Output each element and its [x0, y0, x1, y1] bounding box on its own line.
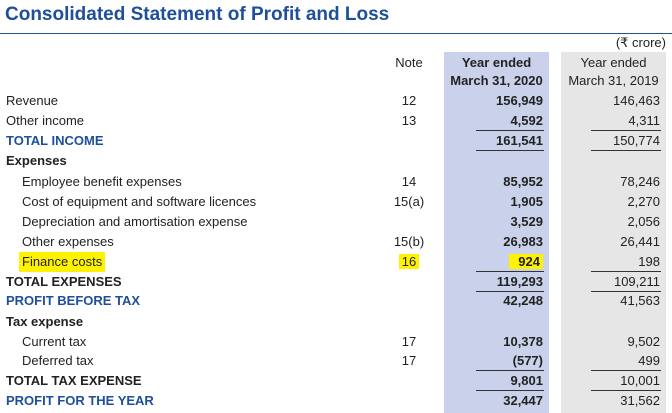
row-label: Deferred tax: [22, 353, 94, 368]
row-label: Other income: [6, 113, 85, 128]
row-value-2020: 4,592: [510, 113, 543, 128]
col2019-header-line1: Year ended: [580, 55, 647, 70]
row-value-2020-highlighted: 924: [447, 252, 543, 272]
row-label: TOTAL EXPENSES: [6, 274, 122, 289]
table-row-deferred-tax: Deferred tax 17 (577) 499: [0, 351, 672, 371]
row-label: Revenue: [6, 93, 59, 108]
row-label: Other expenses: [22, 234, 114, 249]
row-note: 15(a): [393, 194, 425, 209]
row-value-2020: (577): [512, 353, 543, 368]
subtotal-rule-2019: [591, 370, 661, 371]
subtotal-rule-2019: [591, 271, 661, 272]
row-value-2019: 499: [638, 353, 660, 368]
row-value-2019: 31,562: [620, 393, 660, 408]
row-label: PROFIT BEFORE TAX: [6, 293, 141, 308]
row-value-2019: 41,563: [620, 293, 660, 308]
row-value-2019: 4,311: [628, 113, 660, 128]
subtotal-rule-2020: [476, 271, 544, 272]
row-label: TOTAL INCOME: [6, 133, 104, 148]
title-rule: [0, 33, 672, 34]
table-row-cost-of-equipment: Cost of equipment and software licences …: [0, 192, 672, 212]
page-title: Consolidated Statement of Profit and Los…: [5, 4, 390, 25]
row-value-2019: 9,502: [627, 334, 660, 349]
table-row-profit-for-the-year: PROFIT FOR THE YEAR 32,447 31,562: [0, 391, 672, 411]
row-note: 14: [401, 174, 417, 189]
table-row-finance-costs: Finance costs 16 924 198: [0, 252, 672, 272]
row-label: Current tax: [22, 334, 87, 349]
row-value-2020: 10,378: [503, 334, 543, 349]
row-value-2020: 9,801: [510, 373, 543, 388]
table-row-expenses-heading: Expenses: [0, 151, 672, 171]
row-value-2020: 156,949: [496, 93, 543, 108]
row-label: Employee benefit expenses: [22, 174, 182, 189]
table-row-tax-expense-heading: Tax expense: [0, 312, 672, 332]
row-value-2020: 161,541: [496, 133, 543, 148]
row-value-2019: 109,211: [613, 274, 660, 289]
row-note: 12: [401, 93, 417, 108]
table-row-employee-benefit: Employee benefit expenses 14 85,952 78,2…: [0, 172, 672, 192]
row-value-2020: 119,293: [496, 274, 543, 289]
table-row-other-expenses: Other expenses 15(b) 26,983 26,441: [0, 232, 672, 252]
total-rule-2020: [476, 150, 544, 151]
row-value-2020: 32,447: [503, 393, 543, 408]
note-header: Note: [395, 55, 423, 70]
row-value-2019: 2,056: [627, 214, 660, 229]
subtotal-rule-2020: [476, 130, 544, 131]
row-value-2019: 150,774: [613, 133, 660, 148]
row-note: 17: [401, 334, 417, 349]
col2019-header-line2: March 31, 2019: [568, 73, 659, 88]
row-label: Depreciation and amortisation expense: [22, 214, 248, 229]
col2020-header-line2: March 31, 2020: [450, 73, 543, 88]
col2020-header-line1: Year ended: [461, 55, 532, 70]
row-value-2019: 10,001: [620, 373, 660, 388]
row-label: PROFIT FOR THE YEAR: [6, 393, 154, 408]
total-rule-2020: [476, 291, 544, 292]
section-heading: Tax expense: [6, 314, 84, 329]
row-label-highlighted: Finance costs: [19, 252, 106, 272]
row-note: 17: [401, 353, 417, 368]
year-2020-column-background: [444, 52, 549, 413]
table-row-revenue: Revenue 12 156,949 146,463: [0, 91, 672, 111]
unit-label: (₹ crore): [615, 35, 666, 50]
row-note: 13: [401, 113, 417, 128]
row-value-2019: 2,270: [627, 194, 660, 209]
table-row-total-income: TOTAL INCOME 161,541 150,774: [0, 131, 672, 151]
row-value-2020: 85,952: [503, 174, 543, 189]
table-row-total-tax-expense: TOTAL TAX EXPENSE 9,801 10,001: [0, 371, 672, 391]
row-note-highlighted: 16: [385, 252, 433, 272]
subtotal-rule-2019: [591, 130, 661, 131]
total-rule-2019: [591, 291, 661, 292]
row-label: TOTAL TAX EXPENSE: [6, 373, 142, 388]
row-value-2019: 146,463: [613, 93, 660, 108]
section-heading: Expenses: [6, 153, 67, 168]
total-rule-2019: [591, 390, 661, 391]
total-rule-2019: [591, 150, 661, 151]
table-row-current-tax: Current tax 17 10,378 9,502: [0, 332, 672, 352]
row-value-2019: 198: [638, 254, 660, 269]
table-row-profit-before-tax: PROFIT BEFORE TAX 42,248 41,563: [0, 291, 672, 311]
subtotal-rule-2020: [476, 370, 544, 371]
row-value-2019: 78,246: [620, 174, 660, 189]
row-value-2020: 42,248: [503, 293, 543, 308]
year-2019-column-background: [561, 52, 666, 413]
row-value-2020: 1,905: [510, 194, 543, 209]
table-row-total-expenses: TOTAL EXPENSES 119,293 109,211: [0, 272, 672, 292]
value-highlight: 924: [509, 254, 543, 269]
row-value-2019: 26,441: [620, 234, 660, 249]
row-label: Cost of equipment and software licences: [22, 194, 257, 209]
row-note: 15(b): [393, 234, 425, 249]
row-value-2020: 3,529: [510, 214, 543, 229]
table-row-other-income: Other income 13 4,592 4,311: [0, 111, 672, 131]
row-value-2020: 26,983: [503, 234, 543, 249]
total-rule-2020: [476, 390, 544, 391]
note-highlight: 16: [398, 254, 420, 269]
table-row-depreciation: Depreciation and amortisation expense 3,…: [0, 212, 672, 232]
